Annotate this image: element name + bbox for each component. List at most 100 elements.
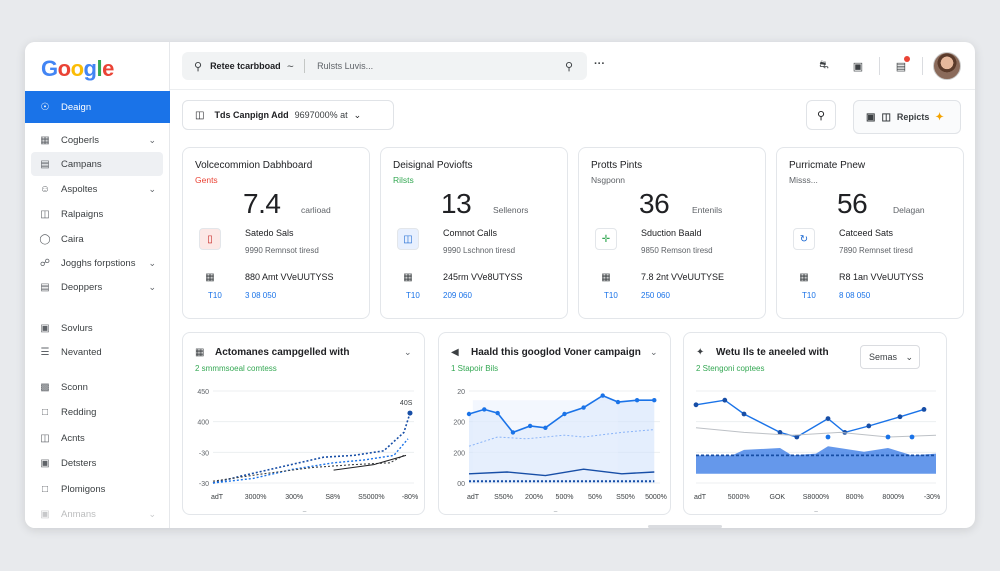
sidebar-item[interactable]: ☺ Aspoltes ⌄: [25, 177, 170, 201]
logo-letter: o: [70, 56, 84, 81]
sidebar-item-label: Caira: [61, 233, 84, 245]
kpi-row-label: Sduction Baald: [641, 228, 702, 238]
kpi-unit: Entenils: [692, 205, 723, 215]
search-icon: ⚲: [194, 60, 203, 73]
data-point: [652, 398, 657, 403]
table-icon: ▦: [799, 271, 809, 283]
data-point: [825, 434, 831, 440]
reports-button[interactable]: ▣ ◫ Repicts ✦: [853, 100, 961, 134]
chart-subtitle: 2 smmmsoeal comtess: [195, 364, 277, 373]
data-point: [634, 398, 640, 403]
kpi-card[interactable]: Volcecommion Dabhboard Gents 7.4 carlioad ▯ S…: [182, 147, 370, 319]
sidebar-item-label: Plomigons: [61, 483, 106, 495]
kpi-card[interactable]: Protts Pints Nsgponn 36 Entenils ✛ Sduction B…: [578, 147, 766, 319]
sidebar-item[interactable]: ▩ Sconn: [25, 375, 170, 399]
logo-letter: o: [57, 56, 71, 81]
filter-label: Tds Canpign Add: [214, 110, 289, 120]
sidebar-item-label: Sovlurs: [61, 322, 93, 334]
sidebar-item-label: Nevanted: [61, 346, 102, 358]
data-point: [543, 425, 548, 430]
sidebar-item[interactable]: ☍ Jogghs forpstions ⌄: [25, 251, 170, 275]
chart-footer: ~: [302, 509, 306, 516]
share-icon: ☍: [39, 257, 51, 269]
sidebar-item-label: Acnts: [61, 432, 85, 444]
annotation: 40S: [400, 400, 413, 407]
campaign-filter[interactable]: ◫ Tds Canpign Add 9697000% at ⌄: [182, 100, 394, 130]
kpi-row-detail: 9850 Remson tiresd: [641, 246, 713, 255]
more-options-button[interactable]: ···: [594, 58, 605, 70]
search-divider: [304, 59, 306, 73]
sidebar-item[interactable]: ▦ Cogberls ⌄: [25, 128, 170, 152]
scrollbar[interactable]: [648, 525, 722, 528]
kpi-title: Protts Pints: [591, 160, 643, 171]
sidebar-item[interactable]: □ Redding: [25, 400, 170, 424]
shield-icon[interactable]: ⛐: [819, 59, 829, 71]
kpi-card[interactable]: Deisignal Poviofts Rilsts 13 Sellenors ◫ Comn…: [380, 147, 568, 319]
sidebar-item[interactable]: ☰ Nevanted: [25, 340, 170, 364]
sidebar-item[interactable]: ▤ Campans: [31, 152, 163, 176]
chart-subtitle: 2 Stengoni coptees: [696, 364, 765, 373]
chevron-down-icon: ⌄: [353, 109, 362, 120]
google-logo[interactable]: Google: [41, 56, 114, 82]
x-tick-label: 500%: [556, 494, 574, 501]
chart-subtitle: 1 Stapoir Bils: [451, 364, 499, 373]
book-icon: ▣: [40, 322, 50, 334]
x-tick-label: 3000%: [245, 494, 267, 501]
chevron-down-icon: ⌄: [148, 183, 156, 194]
x-tick-label: adT: [694, 494, 707, 501]
search-button[interactable]: ⚲: [806, 100, 836, 130]
trend-line: [333, 454, 407, 471]
chart-card[interactable]: 450 400 -30 -30 adT 3000% 300% S8% S5000% -80% ~40…: [182, 332, 425, 516]
sidebar-item[interactable]: ▣ Detsters: [25, 451, 170, 475]
chevron-down-icon: ⌄: [148, 134, 156, 145]
reports-label: Repicts: [896, 112, 930, 122]
sidebar-item[interactable]: □ Plomigons: [25, 477, 170, 501]
user-icon: ☺: [39, 183, 51, 195]
squiggle-icon: ∼: [286, 60, 295, 71]
chevron-down-icon[interactable]: ⌄: [404, 347, 412, 357]
x-tick-label: S8000%: [803, 494, 829, 501]
file-icon: ◫: [40, 432, 50, 444]
sidebar: Google ☉ Deaign ▦ Cogberls ⌄ ▤ Campans ☺ Aspolte…: [25, 42, 170, 528]
chart-card[interactable]: adT 5000% GOK S8000% 800% 8000% -30% ~ ✦ Wetu Ils…: [683, 332, 947, 516]
chevron-down-icon[interactable]: ⌄: [650, 347, 658, 357]
chart-footer: ~: [553, 509, 557, 516]
series-line: [468, 429, 655, 447]
main-area: ⚲ Retee tcarbboad ∼ Rulsts Luvis... ⚲ ··…: [170, 42, 975, 528]
kpi-row-detail: 9990 Lschnon tiresd: [443, 246, 516, 255]
sidebar-item[interactable]: ◫ Acnts: [25, 426, 170, 450]
data-point: [909, 434, 915, 440]
notifications-icon[interactable]: ▤: [888, 53, 914, 79]
sidebar-item[interactable]: ▣ Anmans ⌄: [25, 502, 170, 526]
data-point: [615, 399, 621, 405]
chart-type-icon: ▦: [195, 347, 205, 358]
chart-type-icon: ✦: [696, 347, 705, 358]
sidebar-item[interactable]: ◫ Ralpaigns: [25, 202, 170, 226]
search-bar[interactable]: ⚲ Retee tcarbboad ∼ Rulsts Luvis... ⚲: [182, 52, 587, 80]
compass-icon: ☉: [40, 101, 50, 113]
chart-title: Actomanes campgelled with: [215, 347, 350, 358]
search-submit-icon[interactable]: ⚲: [564, 60, 573, 73]
sidebar-item[interactable]: ▤ Deoppers ⌄: [25, 275, 170, 299]
kpi-card[interactable]: Purricmate Pnew Misss... 56 Delagan ↻ Catceed…: [776, 147, 964, 319]
x-tick-label: -80%: [402, 494, 418, 501]
chevron-down-icon: ⌄: [148, 281, 156, 292]
sidebar-item[interactable]: ☉ Deaign: [25, 91, 170, 123]
x-tick-label: 5000%: [645, 494, 667, 501]
search-input[interactable]: Rulsts Luvis...: [317, 61, 374, 71]
series-select[interactable]: Semas ⌄: [860, 345, 920, 369]
sidebar-item[interactable]: ▣ Sovlurs: [25, 316, 170, 340]
logo-letter: l: [96, 56, 103, 81]
sidebar-item-label: Ralpaigns: [61, 208, 104, 220]
x-tick-label: 50%: [588, 494, 602, 501]
data-point: [600, 393, 605, 398]
sidebar-item[interactable]: ◯ Caira: [25, 227, 170, 251]
lock-icon[interactable]: ▣: [852, 60, 864, 73]
notification-dot: [904, 56, 910, 62]
y-tick-label: 00: [457, 481, 465, 488]
logo-letter: g: [83, 56, 97, 81]
x-tick-label: adT: [467, 494, 480, 501]
chart-card[interactable]: 20 200 200 00 adT S50% 200% 500% 50% S50% 5000% ~ ◀ H…: [438, 332, 671, 516]
doc-icon: ◫: [397, 228, 419, 250]
avatar[interactable]: [933, 52, 961, 80]
